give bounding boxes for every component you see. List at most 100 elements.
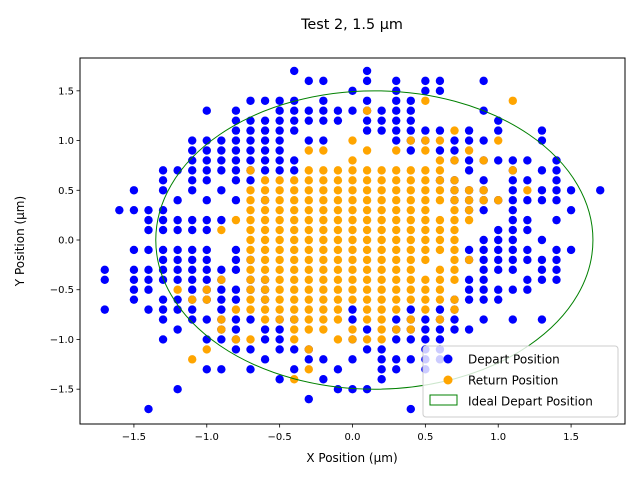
return-point — [319, 215, 328, 225]
x-tick-label: −0.5 — [267, 432, 291, 443]
return-point — [304, 205, 313, 215]
return-point — [319, 265, 328, 275]
depart-point — [406, 96, 415, 105]
return-point — [508, 96, 517, 105]
return-point — [406, 225, 415, 235]
return-point — [333, 166, 343, 175]
legend-ideal-label: Ideal Depart Position — [468, 395, 593, 409]
depart-point — [202, 275, 211, 284]
depart-point — [202, 365, 211, 374]
depart-point — [275, 335, 284, 344]
depart-point — [479, 315, 488, 324]
depart-point — [188, 275, 197, 284]
depart-point — [217, 156, 226, 165]
return-point — [246, 225, 255, 235]
depart-point — [450, 136, 459, 145]
depart-point — [479, 76, 488, 86]
depart-point — [275, 166, 284, 175]
depart-point — [144, 275, 153, 284]
depart-point — [479, 136, 488, 145]
depart-point — [494, 295, 503, 304]
depart-point — [392, 136, 401, 145]
depart-point — [217, 186, 226, 195]
return-point — [217, 225, 226, 235]
depart-point — [421, 126, 430, 135]
return-point — [275, 295, 284, 304]
depart-point — [552, 176, 561, 185]
depart-point — [304, 355, 313, 364]
return-point — [319, 315, 328, 324]
depart-point — [217, 265, 226, 275]
depart-point — [202, 315, 211, 324]
return-point — [246, 335, 255, 344]
return-point — [319, 176, 328, 185]
x-tick-label: 0.5 — [417, 432, 433, 443]
depart-point — [479, 285, 488, 294]
return-point — [275, 305, 284, 314]
depart-point — [333, 116, 343, 125]
return-point — [377, 295, 386, 304]
depart-point — [596, 186, 605, 195]
return-point — [450, 275, 459, 284]
depart-point — [231, 156, 241, 165]
depart-point — [406, 355, 415, 364]
return-point — [377, 245, 386, 255]
return-point — [435, 235, 445, 245]
depart-point — [246, 126, 255, 135]
depart-point — [231, 345, 241, 354]
return-point — [362, 225, 372, 235]
depart-point — [231, 255, 241, 265]
depart-point — [246, 146, 255, 155]
return-point — [304, 146, 313, 155]
return-point — [348, 205, 357, 215]
return-point — [348, 136, 357, 145]
depart-point — [202, 255, 211, 265]
depart-point — [231, 146, 241, 155]
return-point — [406, 325, 415, 334]
return-point — [450, 126, 459, 135]
depart-point — [260, 355, 270, 364]
return-point — [377, 275, 386, 284]
return-point — [464, 146, 474, 155]
depart-point — [217, 215, 226, 225]
depart-point — [377, 116, 386, 125]
depart-point — [421, 315, 430, 324]
return-point — [421, 166, 430, 175]
depart-point — [173, 245, 182, 255]
depart-point — [260, 166, 270, 175]
return-point — [435, 315, 445, 324]
depart-point — [217, 285, 226, 294]
return-point — [290, 315, 299, 324]
return-point — [450, 245, 459, 255]
depart-point — [217, 295, 226, 304]
legend-return-label: Return Position — [468, 374, 558, 388]
return-point — [246, 255, 255, 265]
return-point — [231, 305, 241, 314]
return-point — [319, 325, 328, 334]
return-point — [202, 295, 211, 304]
depart-point — [100, 265, 109, 275]
return-point — [435, 166, 445, 175]
legend-depart-marker — [443, 354, 453, 364]
depart-point — [319, 76, 328, 86]
return-point — [173, 285, 182, 294]
return-point — [523, 186, 532, 195]
return-point — [290, 235, 299, 245]
depart-point — [275, 345, 284, 354]
return-point — [348, 265, 357, 275]
ideal-depart-ellipse — [155, 90, 594, 390]
return-point — [362, 335, 372, 344]
depart-point — [202, 136, 211, 145]
return-point — [275, 235, 284, 245]
return-point — [392, 215, 401, 225]
legend-depart-label: Depart Position — [468, 353, 560, 367]
return-point — [348, 245, 357, 255]
return-point — [406, 295, 415, 304]
return-point — [275, 245, 284, 255]
return-point — [290, 255, 299, 265]
return-point — [421, 136, 430, 145]
return-point — [333, 305, 343, 314]
return-point — [421, 96, 430, 105]
return-point — [494, 196, 503, 205]
return-point — [348, 166, 357, 175]
